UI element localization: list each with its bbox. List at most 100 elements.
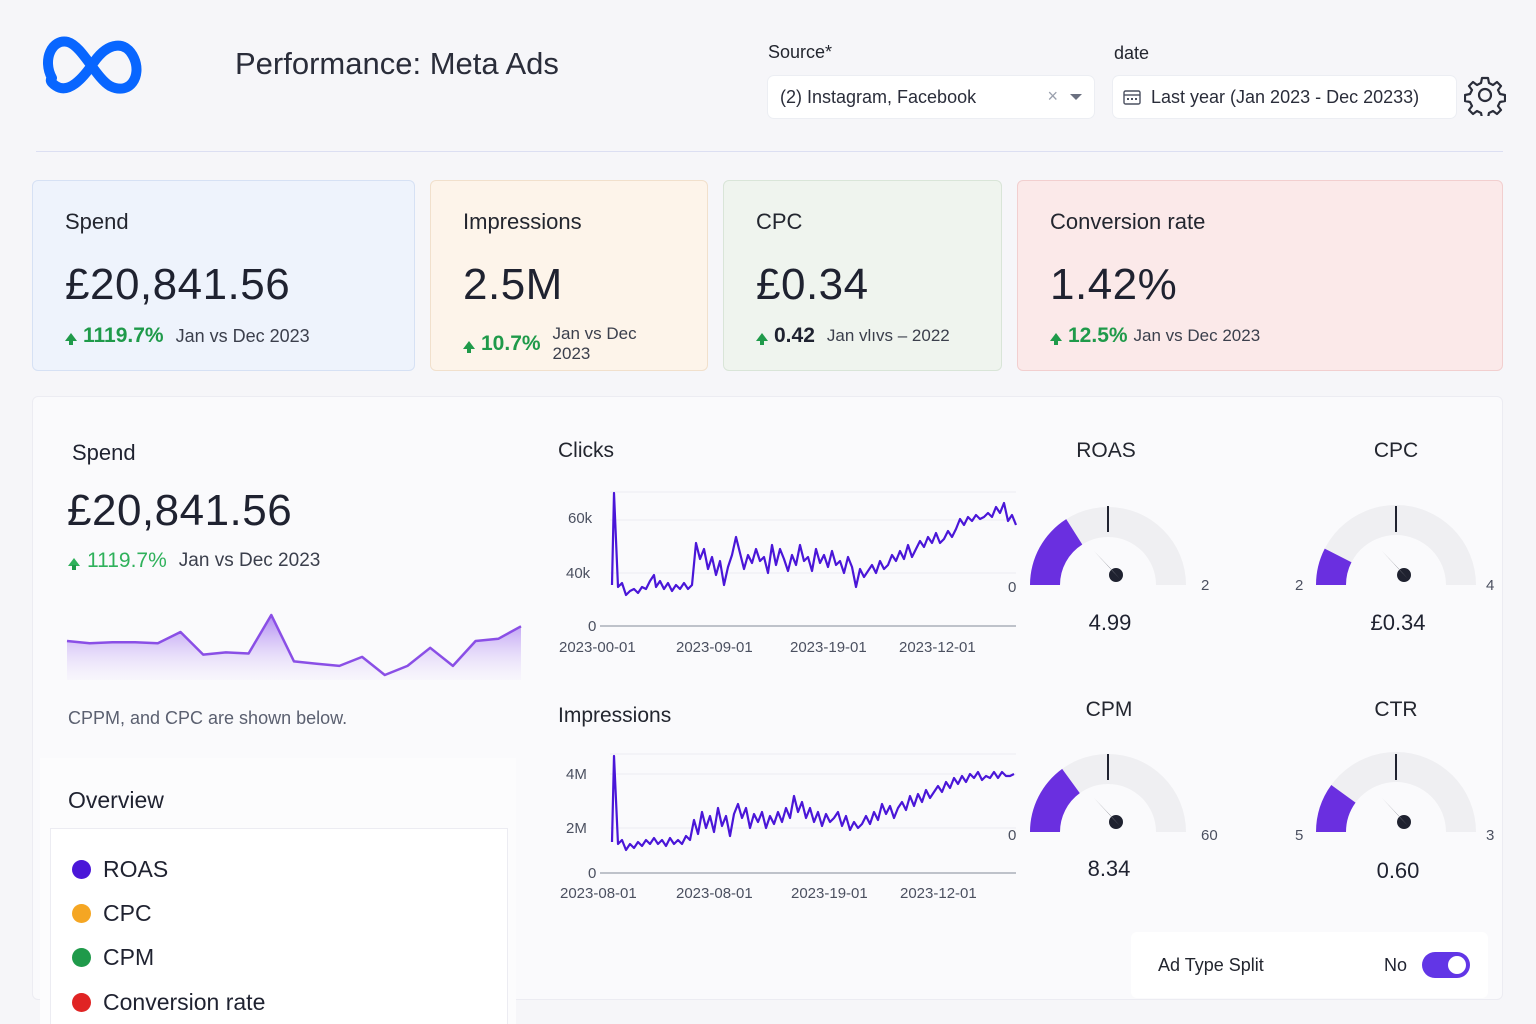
kpi-compare: Jan vs Dec 2023 [175, 325, 310, 346]
date-value: Last year (Jan 2023 - Dec 20233) [1151, 86, 1420, 107]
kpi-delta: 10.7% [481, 332, 541, 355]
gauge-max: 3 [1486, 827, 1494, 844]
y-tick: 40k [566, 565, 591, 582]
legend-dot [72, 948, 91, 967]
kpi-value: £0.34 [756, 260, 869, 309]
toggle-knob [1448, 956, 1466, 974]
kpi-delta: 0.42 [774, 324, 815, 347]
kpi-compare: Jan vs Dec 2023 [552, 324, 637, 363]
clicks-chart: 60k 40k 0 0 2023-00-01 2023-09-01 2023-1… [559, 491, 1018, 655]
ad-type-split-label: Ad Type Split [1158, 955, 1264, 975]
gauge-fill [1030, 519, 1083, 585]
gauge-title-cpc: CPC [1373, 439, 1419, 462]
source-label: Source* [768, 42, 833, 62]
impressions-series-line [610, 754, 1015, 852]
kpi-card-conversion-rate: Conversion rate 1.42% 12.5% Jan vs Dec 20… [1017, 180, 1503, 371]
x-tick: 2023-08-01 [676, 885, 753, 902]
kpi-value: 1.42% [1050, 260, 1178, 309]
impressions-chart: 4M 2M 0 0 2023-08-01 2023-08-01 2023-19-… [560, 753, 1016, 902]
y-tick: 2M [566, 820, 587, 837]
legend-dot [72, 860, 91, 879]
gauge-title-ctr: CTR [1374, 698, 1418, 721]
overview-legend [50, 828, 508, 1024]
gauge-track [1030, 754, 1186, 832]
date-range-select[interactable]: Last year (Jan 2023 - Dec 20233) [1113, 76, 1456, 118]
calendar-icon [1123, 90, 1141, 105]
gauge-max: 60 [1201, 827, 1218, 844]
meta-logo-icon [43, 36, 142, 94]
roas-gauge: 2 [1030, 506, 1209, 594]
y-tick: 4M [566, 766, 587, 783]
spend-panel-label: Spend [72, 440, 136, 465]
kpi-card-impressions: Impressions 2.5M 10.7% Jan vs Dec 2023 [430, 180, 708, 371]
x-tick: 2023-08-01 [560, 885, 637, 902]
gauge-needle [1094, 798, 1123, 829]
gauge-max: 2 [1201, 577, 1209, 594]
kpi-delta: 12.5% [1068, 324, 1128, 347]
gauge-fill [1316, 548, 1352, 585]
x-tick: 2023-19-01 [791, 885, 868, 902]
kpi-value: £20,841.56 [65, 260, 291, 309]
impressions-chart-title: Impressions [558, 704, 672, 727]
gauge-value-cpc: £0.34 [1370, 610, 1426, 635]
kpi-delta: 1119.7% [83, 324, 164, 347]
legend-item-roas[interactable]: ROAS [72, 856, 168, 883]
header-divider [36, 151, 1503, 152]
x-tick: 2023-09-01 [676, 639, 753, 655]
sparkline-area [67, 615, 521, 680]
kpi-card-spend: Spend £20,841.56 1119.7% Jan vs Dec 2023 [32, 180, 415, 371]
ad-type-split-state: No [1384, 955, 1408, 975]
x-tick: 2023-00-01 [559, 639, 636, 655]
legend-label: CPM [103, 944, 155, 970]
clear-icon[interactable]: × [1047, 86, 1058, 106]
kpi-label: CPC [756, 209, 803, 234]
legend-item-cpm[interactable]: CPM [72, 944, 154, 971]
arrow-up-icon [68, 558, 80, 570]
gauge-track [1316, 505, 1476, 585]
date-label: date [1114, 43, 1150, 63]
source-value: (2) Instagram, Facebook [780, 86, 977, 107]
kpi-compare: Jan vlıvs – 2022 [826, 326, 950, 345]
gauge-needle [1382, 551, 1411, 582]
gauge-value-roas: 4.99 [1088, 610, 1132, 635]
cpc-gauge: 2 4 [1295, 505, 1494, 594]
cpm-gauge: 60 [1030, 754, 1218, 844]
legend-label: CPC [103, 900, 152, 926]
legend-dot [72, 993, 91, 1012]
y-tick: 0 [588, 618, 596, 635]
chevron-down-icon[interactable] [1070, 94, 1082, 100]
spend-panel-value: £20,841.56 [67, 486, 293, 535]
spend-panel-compare: Jan vs Dec 2023 [178, 550, 321, 571]
ad-type-split-toggle[interactable] [1422, 952, 1470, 978]
spend-panel-delta: 1119.7% [87, 549, 167, 572]
clicks-chart-title: Clicks [558, 439, 614, 462]
sparkline-line [66, 613, 522, 677]
clicks-series-line [610, 491, 1018, 597]
legend-item-cpc[interactable]: CPC [72, 900, 152, 927]
page-title: Performance: Meta Ads [235, 46, 559, 81]
arrow-up-icon [65, 333, 77, 345]
spend-note: CPPM, and CPC are shown below. [68, 708, 348, 728]
gauge-min: 2 [1295, 577, 1303, 594]
kpi-label: Conversion rate [1050, 209, 1206, 234]
gauge-value-ctr: 0.60 [1376, 858, 1420, 883]
gauge-title-cpm: CPM [1085, 698, 1133, 721]
overview-title: Overview [68, 787, 164, 813]
arrow-up-icon [756, 333, 768, 345]
source-select[interactable]: (2) Instagram, Facebook × [768, 76, 1094, 118]
gauge-fill [1030, 768, 1080, 832]
kpi-compare: Jan vs Dec 2023 [1133, 326, 1261, 345]
gauge-needle [1382, 798, 1411, 829]
x-tick: 2023-12-01 [900, 885, 977, 902]
legend-item-conversion-rate[interactable]: Conversion rate [72, 989, 265, 1016]
y-tick-right: 0 [1008, 579, 1016, 596]
kpi-card-cpc: CPC £0.34 0.42 Jan vlıvs – 2022 [723, 180, 1002, 371]
y-tick: 60k [568, 510, 593, 527]
kpi-label: Spend [65, 209, 129, 234]
x-tick: 2023-12-01 [899, 639, 976, 655]
ctr-gauge: 5 3 [1295, 752, 1494, 844]
gauge-fill [1316, 784, 1356, 832]
arrow-up-icon [1050, 333, 1062, 345]
gear-icon[interactable] [1464, 74, 1506, 116]
arrow-up-icon [463, 341, 475, 353]
